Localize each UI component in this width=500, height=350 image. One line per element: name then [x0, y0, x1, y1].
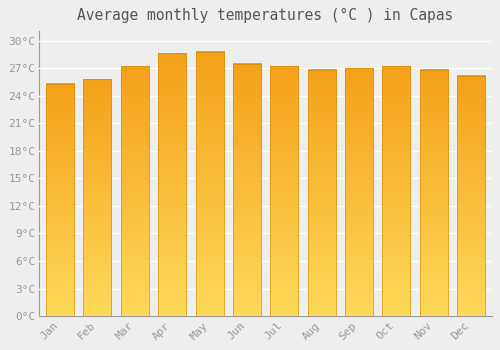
Bar: [84, 79, 112, 316]
Bar: [233, 64, 261, 316]
Bar: [382, 66, 410, 316]
Bar: [121, 66, 149, 316]
Bar: [457, 76, 485, 316]
Bar: [233, 64, 261, 316]
Bar: [196, 52, 224, 316]
Bar: [121, 66, 149, 316]
Bar: [308, 70, 336, 316]
Bar: [420, 70, 448, 316]
Bar: [270, 66, 298, 316]
Bar: [196, 52, 224, 316]
Bar: [46, 84, 74, 316]
Title: Average monthly temperatures (°C ) in Capas: Average monthly temperatures (°C ) in Ca…: [78, 8, 454, 23]
Bar: [420, 70, 448, 316]
Bar: [457, 76, 485, 316]
Bar: [84, 79, 112, 316]
Bar: [270, 66, 298, 316]
Bar: [382, 66, 410, 316]
Bar: [345, 68, 373, 316]
Bar: [345, 68, 373, 316]
Bar: [46, 84, 74, 316]
Bar: [158, 54, 186, 316]
Bar: [158, 54, 186, 316]
Bar: [308, 70, 336, 316]
